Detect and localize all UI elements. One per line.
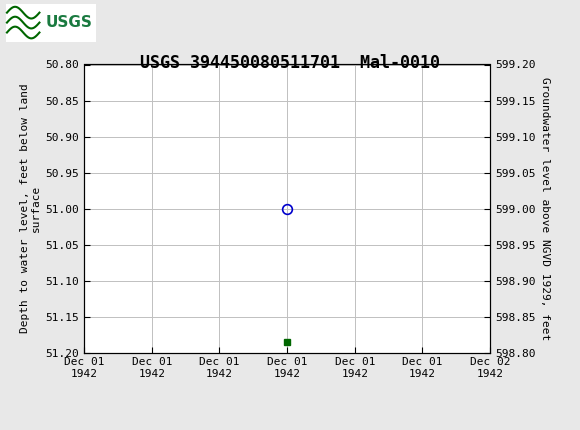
Text: USGS 394450080511701  Mal-0010: USGS 394450080511701 Mal-0010 [140, 54, 440, 72]
Bar [6, 3, 96, 42]
Y-axis label: Groundwater level above NGVD 1929, feet: Groundwater level above NGVD 1929, feet [539, 77, 550, 340]
Legend: Period of approved data: Period of approved data [187, 427, 387, 430]
Text: USGS: USGS [45, 15, 92, 30]
Y-axis label: Depth to water level, feet below land
surface: Depth to water level, feet below land su… [20, 84, 41, 333]
